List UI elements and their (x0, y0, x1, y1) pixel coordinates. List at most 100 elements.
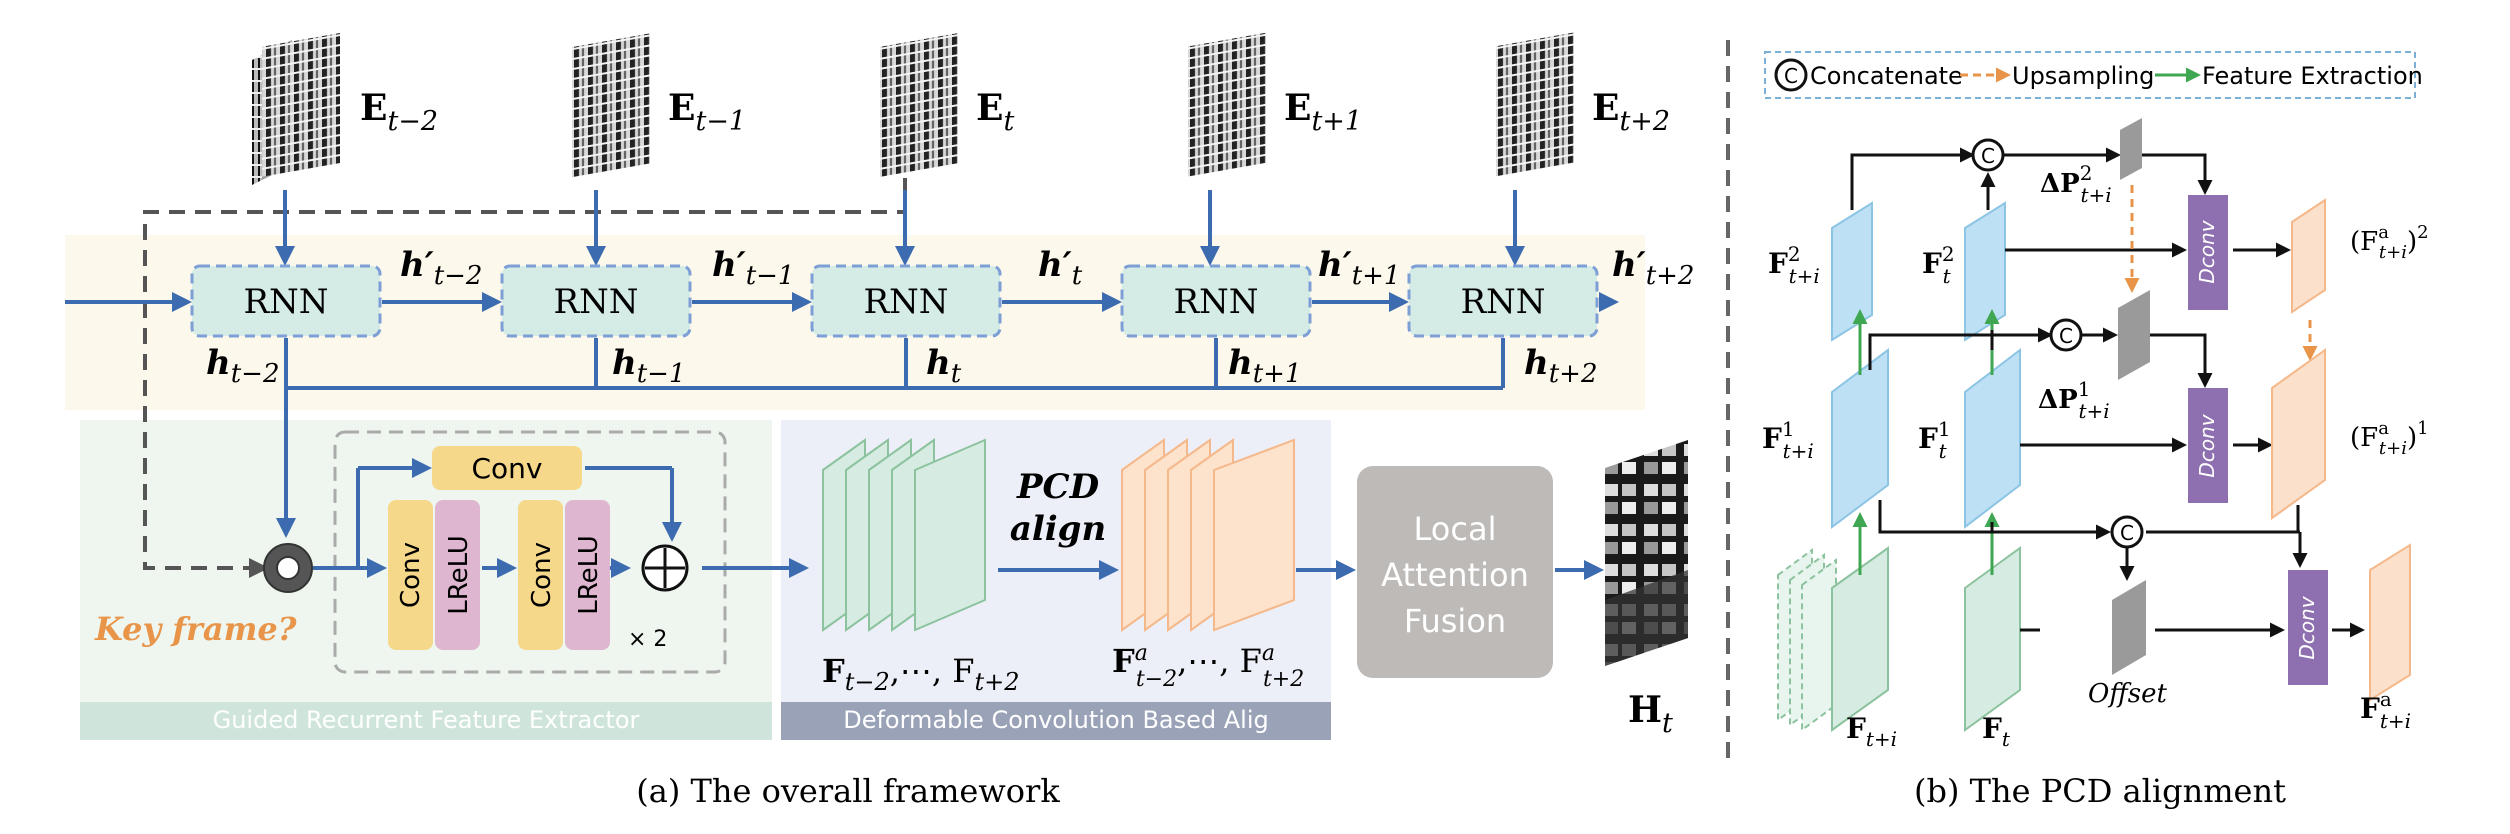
f-ti-stack (1777, 546, 1889, 732)
sum-node (641, 544, 689, 592)
dconv-1-label: Dconv (2195, 413, 2219, 477)
f-t-label: Ft (1982, 712, 2011, 751)
dp1-block (2118, 290, 2150, 380)
h-prime-label-2: h′t−1 (712, 245, 794, 291)
f2-ti-plane (1831, 201, 1873, 342)
svg-text:Local: Local (1414, 510, 1497, 548)
conv-block-left: Conv (388, 500, 433, 650)
dconv-2-label: Dconv (2195, 219, 2219, 283)
h-label-1: ht−2 (206, 343, 280, 389)
rnn-block-5: RNN (1407, 264, 1599, 338)
svg-text:Fusion: Fusion (1404, 602, 1506, 640)
rnn-block-1: RNN (190, 264, 382, 338)
residual-arrows (313, 458, 809, 578)
h-prime-label-3: h′t (1038, 245, 1083, 291)
conv-block-right: Conv (518, 500, 563, 650)
output-image (1605, 440, 1688, 666)
level1-wiring (1868, 327, 2273, 453)
svg-text:LReLU: LReLU (574, 535, 604, 615)
dp2-label: ΔP2 t+i (2040, 161, 2112, 207)
legend-concat-label: Concatenate (1810, 62, 1963, 90)
event-label-2: Et−1 (668, 87, 746, 137)
f-t-plane (1964, 546, 2021, 732)
caption-a: (a) The overall framework (636, 772, 1060, 810)
fa1-plane (2271, 348, 2326, 520)
times-two-label: × 2 (628, 627, 667, 652)
svg-text:RNN: RNN (1173, 282, 1258, 322)
event-frame-4 (1188, 32, 1266, 177)
svg-text:RNN: RNN (553, 282, 638, 322)
legend-box (1764, 51, 2416, 99)
f2-ti-label: F2 t+i (1768, 242, 1820, 288)
svg-text:Attention: Attention (1381, 556, 1529, 594)
alignment-label: Deformable Convolution Based Alig (843, 706, 1269, 734)
concat-node-2 (1971, 138, 2005, 172)
level0-wiring (1878, 500, 2365, 638)
lrelu-block-left: LReLU (435, 500, 480, 650)
legend-upsampling-label: Upsampling (2012, 62, 2154, 90)
h-prime-label-1: h′t−2 (400, 245, 482, 291)
f1-t-label: F1 t (1918, 417, 1951, 463)
fa-label: Fa t+i (2360, 687, 2411, 733)
level2-wiring (1850, 147, 2291, 258)
h-label-4: ht+1 (1228, 343, 1302, 389)
pcd-label-line1: PCD (1016, 467, 1100, 507)
svg-text:RNN: RNN (243, 282, 328, 322)
h-bus-lines (276, 338, 1505, 538)
svg-text:Conv: Conv (472, 452, 543, 485)
fa1-label: (Fa t+i)1 (2350, 418, 2429, 459)
feature-stack-green (822, 438, 986, 632)
legend-concat-icon (1774, 58, 1808, 92)
rnn-block-4: RNN (1120, 264, 1312, 338)
fa2-label: (Fa t+i)2 (2350, 222, 2429, 263)
concat-node-1 (2049, 318, 2083, 352)
f1-t-plane (1964, 347, 2021, 530)
extractor-bar (80, 702, 772, 740)
fa-plane (2369, 543, 2411, 702)
dp2-block (2120, 118, 2142, 180)
svg-text:LReLU: LReLU (444, 535, 474, 615)
concat-node-0-label: C (2120, 521, 2134, 545)
pcd-label-line2: align (1010, 509, 1106, 549)
extractor-label: Guided Recurrent Feature Extractor (213, 706, 640, 734)
svg-text:Conv: Conv (396, 542, 426, 608)
alignment-bar (781, 702, 1331, 740)
event-label-5: Et+2 (1592, 87, 1670, 137)
h-prime-label-4: h′t+1 (1318, 245, 1400, 291)
key-frame-switch-center (276, 556, 300, 580)
svg-text:RNN: RNN (1460, 282, 1545, 322)
features-label: Ft−2,⋯, Ft+2 (822, 652, 1020, 696)
rnn-block-3: RNN (810, 264, 1002, 338)
h-label-3: ht (926, 343, 962, 389)
dp1-label: ΔP1 t+i (2038, 377, 2110, 423)
legend-extraction-label: Feature Extraction (2202, 62, 2423, 90)
h-prime-label-5: h′t+2 (1612, 245, 1694, 291)
dconv-1 (2188, 388, 2228, 503)
key-frame-dashed-path (143, 178, 907, 578)
svg-text:RNN: RNN (863, 282, 948, 322)
svg-text:Conv: Conv (527, 542, 557, 608)
dconv-2 (2188, 195, 2228, 310)
event-label-3: Et (976, 87, 1014, 137)
offset-block (2112, 580, 2146, 675)
event-frame-5 (1496, 32, 1574, 177)
rnn-block-2: RNN (500, 264, 692, 338)
dconv-0 (2288, 570, 2328, 685)
event-label-1: Et−2 (360, 87, 438, 137)
residual-block-frame (333, 430, 727, 674)
dconv-0-label: Dconv (2295, 595, 2319, 659)
key-frame-label: Key frame? (94, 610, 297, 648)
output-label: Ht (1628, 689, 1673, 739)
h-label-5: ht+2 (1524, 343, 1598, 389)
f2-t-plane (1964, 201, 2006, 342)
aligned-features-label: Fa t−2,⋯, Fa t+2 (1112, 641, 1304, 692)
fa2-plane (2291, 198, 2326, 314)
f2-t-label: F2 t (1922, 242, 1955, 288)
caption-b: (b) The PCD alignment (1914, 772, 2286, 810)
concat-node-0 (2110, 515, 2144, 549)
conv-top-block: Conv (432, 446, 582, 490)
event-frame-1 (252, 33, 340, 185)
event-label-4: Et+1 (1284, 87, 1362, 137)
event-frame-2 (572, 33, 650, 178)
